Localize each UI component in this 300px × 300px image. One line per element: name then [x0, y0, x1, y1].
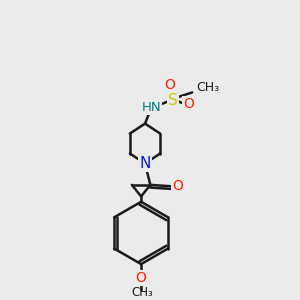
Text: O: O	[164, 78, 175, 92]
Text: HN: HN	[142, 101, 161, 114]
Text: O: O	[172, 179, 183, 193]
Text: N: N	[139, 156, 151, 171]
Text: O: O	[183, 97, 194, 111]
Text: CH₃: CH₃	[196, 82, 220, 94]
Text: CH₃: CH₃	[132, 286, 154, 299]
Text: O: O	[136, 271, 146, 285]
Text: S: S	[168, 93, 178, 108]
